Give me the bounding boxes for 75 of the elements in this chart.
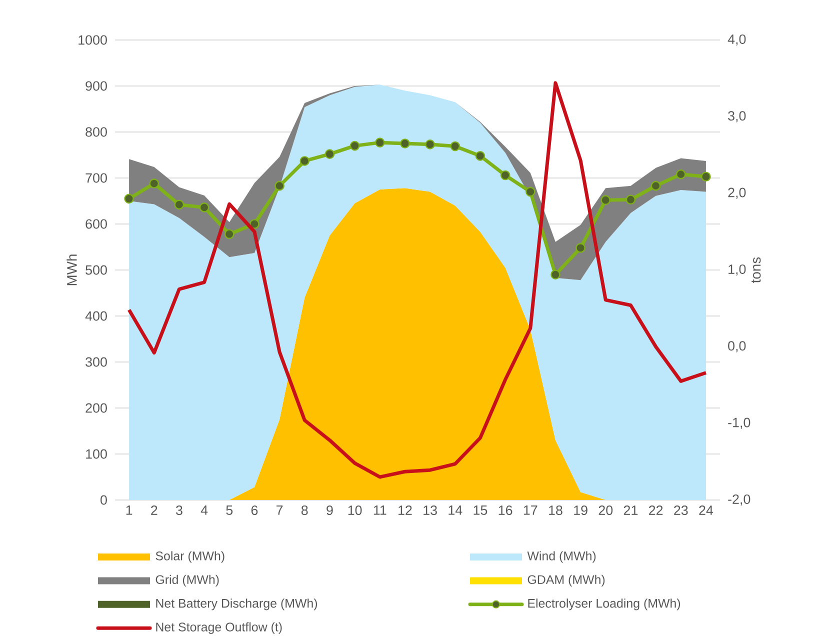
point [300, 156, 310, 166]
x-tick-label: 8 [301, 506, 308, 516]
y2-tick-label: 0,0 [728, 341, 746, 352]
point [324, 149, 335, 159]
point [250, 219, 260, 229]
point [676, 169, 686, 180]
x-tick-label: 6 [251, 506, 258, 516]
y-axis-title: MWh [66, 254, 77, 286]
y2-tick-label: -2,0 [728, 494, 750, 506]
y-tick-label: 700 [86, 173, 107, 183]
y2-tick-label: 1,0 [728, 264, 746, 276]
point [149, 178, 160, 188]
point [626, 194, 636, 205]
y-tick-label: 100 [86, 449, 107, 459]
x-tick-label: 13 [424, 506, 437, 516]
point [425, 140, 435, 150]
y-tick-label: 0 [100, 495, 107, 505]
x-tick-label: 12 [398, 506, 412, 515]
legend-label: Electrolyser Loading (MWh) [528, 598, 680, 610]
legend-label: GDAM (MWh) [528, 574, 605, 586]
x-tick-label: 19 [574, 506, 588, 516]
point [701, 172, 711, 182]
y2-tick-label: 2,0 [728, 188, 746, 199]
point [500, 170, 510, 180]
point [525, 186, 536, 197]
legend-label: Solar (MWh) [156, 551, 224, 563]
x-tick-label: 11 [374, 506, 386, 515]
y2-tick-label: 4,0 [728, 34, 746, 46]
x-tick-label: 22 [648, 506, 663, 515]
y2-tick-label: -1,0 [728, 418, 750, 429]
y-tick-label: 400 [85, 311, 107, 321]
x-tick-label: 16 [498, 506, 512, 516]
legend-label: Net Storage Outflow (t) [156, 622, 282, 634]
point [550, 270, 560, 280]
point [650, 180, 661, 191]
x-tick-label: 7 [276, 506, 283, 515]
point [400, 138, 410, 148]
y2-axis-title: tons [752, 257, 761, 283]
x-tick-label: 17 [524, 506, 538, 515]
y-tick-label: 800 [86, 127, 107, 137]
legend-label: Wind (MWh) [527, 551, 596, 563]
legend-label: Grid (MWh) [156, 574, 219, 586]
y-tick-label: 900 [86, 81, 107, 91]
point [274, 180, 284, 191]
x-tick-label: 18 [549, 506, 562, 516]
legend-label: Net Battery Discharge (MWh) [156, 598, 318, 610]
x-tick-label: 4 [200, 506, 208, 515]
x-tick-label: 9 [326, 506, 333, 516]
x-tick-label: 1 [126, 506, 132, 515]
x-tick-label: 23 [674, 506, 688, 516]
x-tick-label: 21 [624, 506, 638, 515]
point [475, 151, 486, 161]
point [374, 138, 385, 148]
point [350, 140, 360, 151]
x-tick-label: 2 [151, 506, 158, 515]
point [600, 195, 611, 205]
y-tick-label: 500 [86, 265, 107, 275]
y-tick-label: 1000 [78, 35, 107, 45]
point [576, 243, 586, 253]
x-tick-label: 20 [598, 506, 613, 516]
y-tick-label: 600 [86, 219, 107, 229]
x-tick-label: 10 [348, 506, 362, 516]
x-tick-label: 15 [474, 506, 488, 515]
point [224, 229, 234, 240]
point [450, 141, 460, 152]
y2-tick-label: 3,0 [728, 111, 746, 122]
point [174, 200, 184, 210]
point [199, 202, 210, 212]
y-tick-label: 300 [86, 357, 107, 367]
x-tick-label: 5 [226, 506, 233, 515]
point [124, 194, 134, 204]
x-tick-label: 3 [176, 506, 182, 516]
x-tick-label: 14 [448, 506, 462, 515]
y-tick-label: 200 [86, 403, 107, 413]
x-tick-label: 24 [699, 506, 714, 515]
